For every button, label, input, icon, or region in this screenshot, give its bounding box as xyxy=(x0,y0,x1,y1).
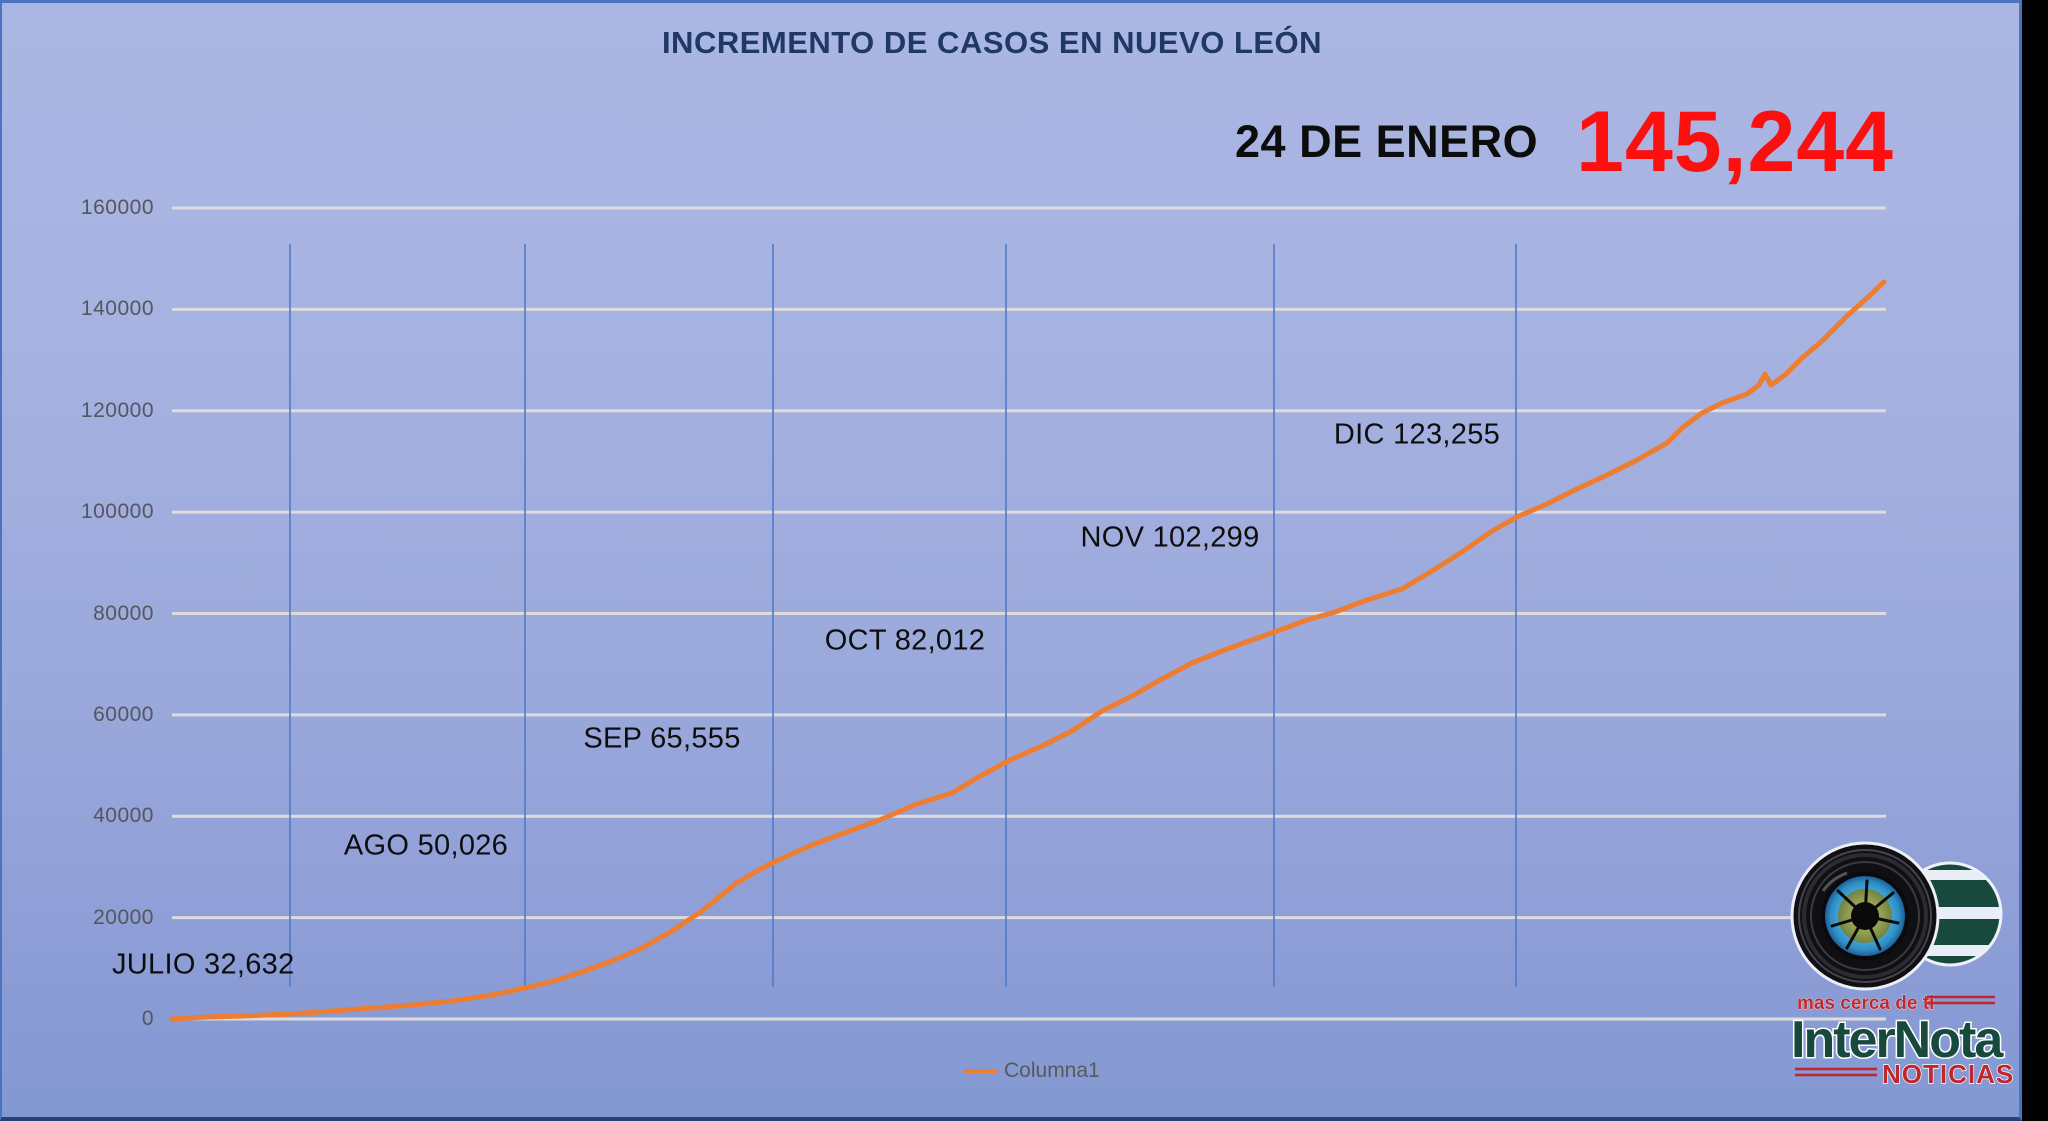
y-axis-tick: 0 xyxy=(141,1007,154,1030)
legend: Columna1 xyxy=(964,1059,1100,1083)
cases-line-series xyxy=(169,279,1887,1022)
chart-title: INCREMENTO DE CASOS EN NUEVO LEÓN xyxy=(661,25,1323,60)
y-axis-tick: 60000 xyxy=(93,702,154,726)
right-black-strip xyxy=(2022,0,2048,1121)
y-axis-tick: 80000 xyxy=(93,601,154,625)
y-axis-tick: 120000 xyxy=(80,398,154,422)
month-data-label: AGO 50,026 xyxy=(343,829,509,862)
line-chart-plot xyxy=(169,206,1887,1022)
logo-subtitle: NOTICIAS xyxy=(1882,1059,2014,1089)
total-cases-value: 145,244 xyxy=(1576,94,1894,190)
month-data-label: DIC 123,255 xyxy=(1333,418,1501,451)
date-label: 24 DE ENERO xyxy=(1235,116,1539,167)
internota-logo: mas cerca de ti InterNota NOTICIAS xyxy=(1785,841,2025,1093)
logo-brand: InterNota xyxy=(1791,1011,2004,1069)
logo-tagline: mas cerca de ti xyxy=(1797,993,1934,1014)
y-axis-tick: 100000 xyxy=(80,500,154,524)
month-data-label: OCT 82,012 xyxy=(824,624,986,657)
month-data-label: JULIO 32,632 xyxy=(112,948,295,981)
y-axis-tick: 20000 xyxy=(93,905,154,929)
latest-count-header: 24 DE ENERO 145,244 xyxy=(1235,99,1894,185)
y-axis-tick: 140000 xyxy=(80,297,154,321)
y-axis-tick: 160000 xyxy=(80,196,154,219)
y-axis-tick: 40000 xyxy=(93,804,154,828)
month-data-label: SEP 65,555 xyxy=(583,722,741,755)
month-data-label: NOV 102,299 xyxy=(1080,521,1260,554)
legend-line-swatch xyxy=(964,1069,998,1073)
legend-series-label: Columna1 xyxy=(1004,1059,1100,1082)
camera-lens-icon: mas cerca de ti InterNota NOTICIAS xyxy=(1790,841,2014,1090)
